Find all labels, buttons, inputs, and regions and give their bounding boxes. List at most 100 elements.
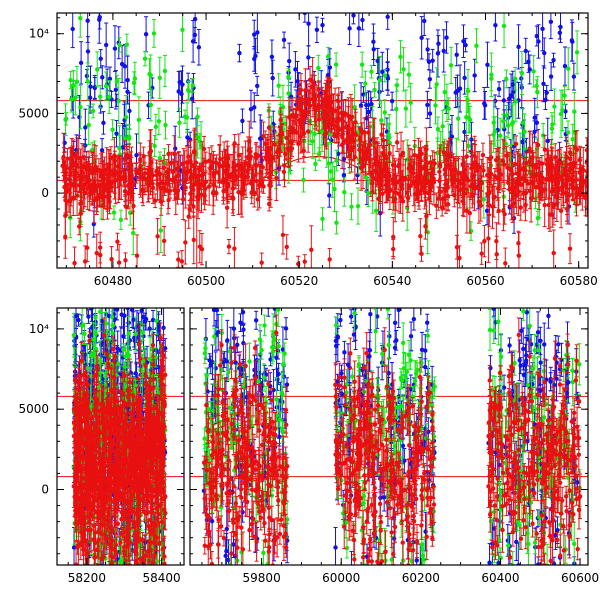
data-point: [113, 178, 118, 183]
data-point: [69, 96, 74, 102]
data-point: [581, 167, 586, 173]
data-point: [501, 98, 507, 103]
data-point: [472, 186, 477, 191]
data-point: [282, 121, 288, 127]
data-point: [161, 165, 167, 170]
data-point: [268, 145, 273, 151]
data-point: [405, 195, 411, 201]
data-point: [519, 70, 525, 76]
data-point: [316, 151, 322, 157]
data-point: [237, 50, 242, 56]
data-point: [255, 83, 260, 89]
data-point: [79, 164, 85, 170]
data-point: [201, 146, 207, 152]
data-point: [85, 18, 90, 23]
data-point: [107, 94, 112, 100]
data-point: [99, 148, 105, 153]
data-point: [571, 74, 577, 79]
data-point: [123, 258, 128, 263]
data-point: [114, 79, 120, 84]
data-point: [472, 163, 478, 168]
data-point: [176, 89, 181, 94]
data-point: [389, 98, 395, 104]
data-point: [182, 114, 188, 119]
data-point: [482, 238, 487, 244]
data-point: [481, 197, 486, 202]
data-point: [309, 84, 315, 90]
data-point: [252, 105, 257, 110]
data-point: [560, 108, 565, 113]
data-point: [557, 30, 563, 35]
data-point: [377, 77, 382, 83]
data-point: [366, 109, 371, 115]
data-point: [117, 42, 122, 48]
data-point: [293, 67, 298, 72]
data-point: [85, 49, 91, 54]
data-point: [305, 129, 311, 134]
data-point: [539, 180, 545, 185]
data-point: [270, 75, 275, 81]
data-point: [276, 83, 281, 88]
data-point: [78, 105, 83, 110]
data-point: [185, 135, 190, 140]
data-point: [520, 120, 525, 125]
data-point: [567, 246, 573, 251]
data-point: [355, 203, 361, 209]
data-point: [180, 82, 185, 87]
data-point: [229, 171, 235, 177]
data-point: [103, 42, 109, 48]
data-point: [158, 185, 163, 191]
data-point: [186, 88, 192, 94]
data-point: [111, 210, 117, 215]
data-point: [534, 33, 540, 39]
data-point: [107, 76, 113, 82]
data-point: [481, 168, 486, 173]
data-point: [369, 69, 374, 74]
data-point: [441, 48, 446, 54]
data-point: [363, 175, 369, 180]
data-point: [172, 146, 178, 151]
data-point: [546, 202, 551, 208]
data-point: [286, 91, 291, 96]
data-point: [558, 208, 564, 214]
data-point: [386, 132, 391, 137]
data-point: [151, 31, 157, 36]
data-point: [302, 259, 307, 264]
data-point: [442, 89, 447, 95]
data-point: [172, 188, 177, 193]
data-point: [339, 142, 345, 148]
data-point: [385, 14, 390, 20]
data-point: [163, 122, 168, 128]
data-point: [484, 208, 490, 213]
data-point: [86, 166, 92, 172]
data-point: [296, 82, 301, 88]
data-point: [519, 76, 524, 81]
data-point: [162, 160, 167, 165]
data-point: [186, 154, 191, 159]
data-point: [97, 17, 102, 22]
data-point: [504, 76, 509, 82]
data-point: [266, 201, 272, 207]
data-point: [358, 147, 363, 153]
data-point: [91, 198, 97, 203]
series-green: [63, 13, 580, 256]
data-point: [536, 39, 541, 44]
data-point: [94, 250, 99, 256]
data-point: [183, 240, 188, 245]
data-point: [419, 35, 424, 41]
data-point: [179, 259, 185, 264]
data-point: [548, 74, 554, 79]
data-point: [310, 139, 315, 144]
data-point: [363, 81, 368, 86]
data-point: [117, 146, 122, 151]
data-point: [155, 181, 160, 187]
data-point: [92, 85, 98, 91]
data-point: [303, 97, 308, 102]
data-point: [527, 67, 532, 72]
data-point: [148, 102, 154, 108]
data-point: [491, 195, 496, 200]
data-point: [180, 27, 185, 33]
data-point: [382, 110, 388, 115]
data-point: [478, 203, 483, 208]
data-point: [436, 41, 441, 46]
